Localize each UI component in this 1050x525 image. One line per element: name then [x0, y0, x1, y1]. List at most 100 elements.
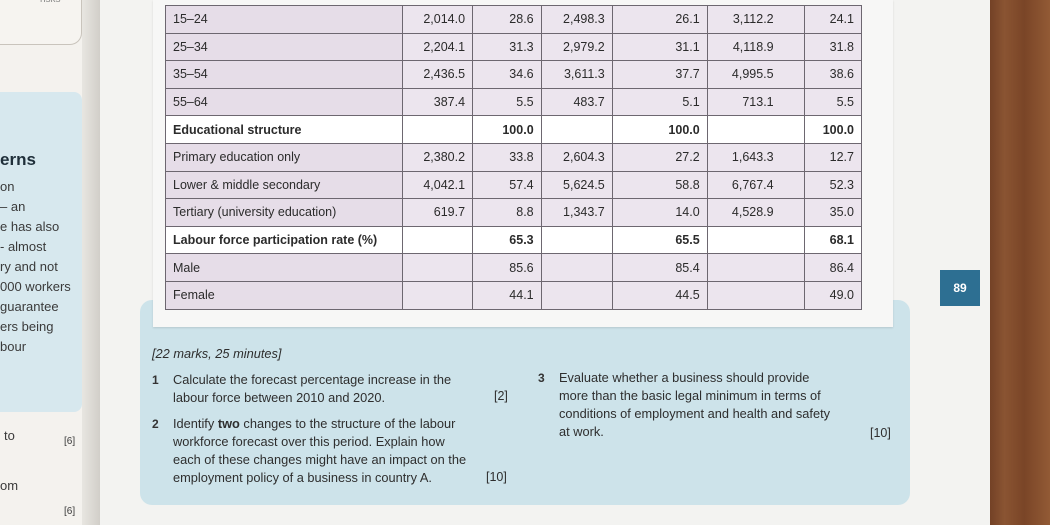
- table-cell: 5.5: [803, 87, 863, 117]
- table-cell: [540, 115, 613, 144]
- table-cell: 100.0: [803, 115, 863, 144]
- left-page-top-box: [0, 0, 82, 45]
- table-cell: 26.1: [611, 5, 708, 34]
- table-cell: 65.3: [472, 225, 542, 255]
- table-row: Labour force participation rate (%) 65.3 6…: [165, 225, 863, 255]
- table-cell: 28.6: [472, 5, 542, 34]
- table-cell: 85.6: [472, 253, 542, 282]
- table-cell: 2,380.2: [401, 142, 474, 172]
- table-cell: 100.0: [472, 115, 542, 144]
- table-cell: 38.6: [803, 60, 863, 89]
- table-cell: [401, 280, 474, 310]
- labour-force-table: 15–24 2,014.0 28.6 2,498.3 26.1 3,112.2 24.1 25…: [165, 5, 863, 310]
- question-3-text: Evaluate whether a business should provi…: [559, 369, 879, 441]
- table-cell: [706, 253, 805, 282]
- question-marks: [2]: [494, 389, 508, 403]
- table-cell: 31.1: [611, 32, 708, 62]
- question-line: at work.: [559, 424, 604, 439]
- table-row-label: Female: [165, 280, 403, 310]
- table-cell: 86.4: [803, 253, 863, 282]
- table-cell: 31.3: [472, 32, 542, 62]
- question-line: Identify two changes to the structure of…: [173, 416, 456, 431]
- question-marks: [10]: [870, 426, 891, 440]
- table-cell: 44.1: [472, 280, 542, 310]
- left-page-mark: [6]: [64, 506, 76, 517]
- table-cell: 33.8: [472, 142, 542, 172]
- table-cell: 5.5: [472, 87, 542, 117]
- table-cell: 4,042.1: [401, 170, 474, 200]
- table-cell: 5,624.5: [540, 170, 613, 200]
- table-cell: [540, 225, 613, 255]
- table-cell: 3,112.2: [706, 5, 805, 34]
- table-cell: 2,014.0: [401, 5, 474, 34]
- table-cell: 4,528.9: [706, 198, 805, 227]
- table-row: Educational structure 100.0 100.0 100.0: [165, 115, 863, 144]
- question-line: labour force between 2010 and 2020.: [173, 390, 386, 405]
- question-line: employment policy of a business in count…: [173, 470, 432, 485]
- question-number: 2: [152, 417, 159, 431]
- table-cell: 8.8: [472, 198, 542, 227]
- table-cell: 65.5: [611, 225, 708, 255]
- table-cell: 44.5: [611, 280, 708, 310]
- left-page-blue-panel: [0, 92, 82, 412]
- table-cell: 27.2: [611, 142, 708, 172]
- table-cell: 35.0: [803, 198, 863, 227]
- table-row-label: Tertiary (university education): [165, 198, 403, 227]
- left-page-line: e has also: [0, 219, 60, 234]
- table-cell: [706, 280, 805, 310]
- table-cell: 387.4: [401, 87, 474, 117]
- table-cell: [540, 253, 613, 282]
- table-cell: 34.6: [472, 60, 542, 89]
- table-cell: 713.1: [706, 87, 805, 117]
- table-cell: 483.7: [540, 87, 613, 117]
- question-line: Evaluate whether a business should provi…: [559, 370, 810, 385]
- table-row: 35–54 2,436.5 34.6 3,611.3 37.7 4,995.5 38.6: [165, 60, 863, 89]
- table-cell: 85.4: [611, 253, 708, 282]
- table-row-label: 15–24: [165, 5, 403, 34]
- table-row: Lower & middle secondary 4,042.1 57.4 5,624…: [165, 170, 863, 200]
- question-line: workforce forecast over this period. Exp…: [173, 434, 445, 449]
- table-cell: 58.8: [611, 170, 708, 200]
- table-cell: 49.0: [803, 280, 863, 310]
- left-page-line: erns: [0, 150, 36, 169]
- table-cell: [706, 225, 805, 255]
- table-cell: 31.8: [803, 32, 863, 62]
- table-row-label: Labour force participation rate (%): [165, 225, 403, 255]
- table-cell: 6,767.4: [706, 170, 805, 200]
- left-page-top-fragment: risks: [40, 0, 61, 5]
- left-page-line: – an: [0, 199, 26, 214]
- left-page-mark: [6]: [64, 436, 76, 447]
- table-cell: 4,118.9: [706, 32, 805, 62]
- table-row: 55–64 387.4 5.5 483.7 5.1 713.1 5.5: [165, 87, 863, 117]
- table-row-label: 35–54: [165, 60, 403, 89]
- table-cell: 57.4: [472, 170, 542, 200]
- table-cell: 52.3: [803, 170, 863, 200]
- question-line: each of these changes might have an impa…: [173, 452, 467, 467]
- table-cell: 4,995.5: [706, 60, 805, 89]
- table-cell: 2,204.1: [401, 32, 474, 62]
- table-row-label: Male: [165, 253, 403, 282]
- left-page-line: ry and not: [0, 259, 58, 274]
- table-cell: [401, 225, 474, 255]
- left-page-line: bour: [0, 339, 27, 354]
- task-meta: [22 marks, 25 minutes]: [152, 346, 282, 361]
- question-number: 1: [152, 373, 159, 387]
- table-row-label: 55–64: [165, 87, 403, 117]
- table-row-label: Lower & middle secondary: [165, 170, 403, 200]
- left-page-line: ers being: [0, 319, 54, 334]
- wood-desk-edge: [985, 0, 1050, 525]
- table-cell: [706, 115, 805, 144]
- table-row: 25–34 2,204.1 31.3 2,979.2 31.1 4,118.9 31.8: [165, 32, 863, 62]
- table-row: Tertiary (university education) 619.7 8.8 1…: [165, 198, 863, 227]
- left-page-line: guarantee: [0, 299, 59, 314]
- table-cell: 2,979.2: [540, 32, 613, 62]
- question-2-text: Identify two changes to the structure of…: [173, 415, 503, 487]
- table-cell: 2,604.3: [540, 142, 613, 172]
- table-row-label: 25–34: [165, 32, 403, 62]
- table-cell: [401, 253, 474, 282]
- left-page-line: on: [0, 179, 15, 194]
- table-cell: 100.0: [611, 115, 708, 144]
- table-cell: 2,498.3: [540, 5, 613, 34]
- question-marks: [10]: [486, 470, 507, 484]
- question-1-text: Calculate the forecast percentage increa…: [173, 371, 503, 407]
